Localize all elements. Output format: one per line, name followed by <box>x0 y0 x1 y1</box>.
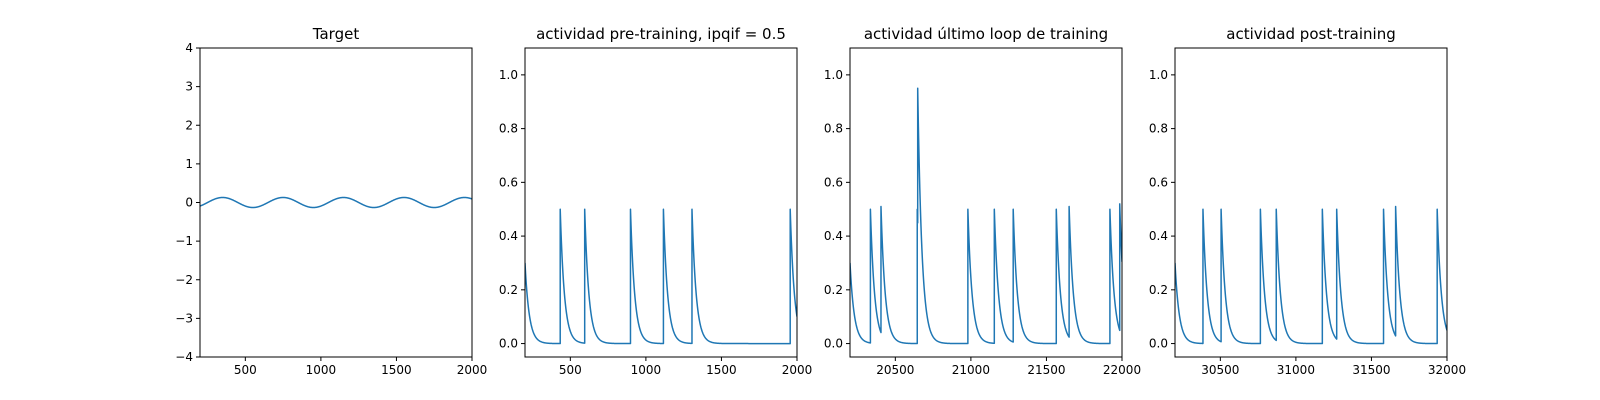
y-tick-label: 0.4 <box>499 229 518 243</box>
chart-title: actividad último loop de training <box>864 25 1108 43</box>
series-line <box>200 196 472 209</box>
chart-title: actividad pre-training, ipqif = 0.5 <box>536 25 786 43</box>
x-tick-label: 1000 <box>631 363 662 377</box>
y-tick-label: 0.6 <box>824 175 843 189</box>
y-tick-label: −3 <box>175 311 193 325</box>
y-tick-label: 4 <box>185 41 193 55</box>
chart-title: actividad post-training <box>1226 25 1395 43</box>
x-tick-label: 20500 <box>876 363 914 377</box>
x-tick-label: 21500 <box>1027 363 1065 377</box>
x-tick-label: 500 <box>234 363 257 377</box>
x-tick-label: 500 <box>559 363 582 377</box>
y-tick-label: 0.2 <box>1149 283 1168 297</box>
y-tick-label: 1.0 <box>824 68 843 82</box>
y-tick-label: −1 <box>175 234 193 248</box>
series-line <box>850 87 1122 345</box>
y-tick-label: 0.8 <box>499 122 518 136</box>
y-tick-label: 0.6 <box>1149 175 1168 189</box>
series-line <box>525 208 797 345</box>
x-tick-label: 1500 <box>381 363 412 377</box>
x-tick-label: 30500 <box>1201 363 1239 377</box>
y-tick-label: 1.0 <box>499 68 518 82</box>
y-tick-label: 0.0 <box>499 337 518 351</box>
y-tick-label: 0.8 <box>824 122 843 136</box>
y-tick-label: 0.4 <box>1149 229 1168 243</box>
chart-panel-1: 500 1000 1500 2000 −4 −3 −2 −1 0 1 2 3 4 Target <box>175 25 487 377</box>
x-tick-label: 21000 <box>952 363 990 377</box>
chart-panel-2: 500 1000 1500 2000 0.0 0.2 0.4 0.6 0.8 1.0 activid… <box>499 25 812 377</box>
x-tick-label: 32000 <box>1428 363 1466 377</box>
y-tick-label: 0.0 <box>1149 337 1168 351</box>
chart-title: Target <box>312 25 360 43</box>
y-tick-label: 2 <box>185 118 193 132</box>
y-tick-label: 3 <box>185 80 193 94</box>
y-tick-label: 1.0 <box>1149 68 1168 82</box>
y-tick-label: 0.8 <box>1149 122 1168 136</box>
x-tick-label: 2000 <box>782 363 813 377</box>
x-tick-label: 2000 <box>457 363 488 377</box>
y-tick-label: −4 <box>175 350 193 364</box>
y-tick-label: 0.2 <box>499 283 518 297</box>
y-tick-label: 0.4 <box>824 229 843 243</box>
y-tick-label: 0.0 <box>824 337 843 351</box>
y-tick-label: 0.2 <box>824 283 843 297</box>
chart-panel-3: 20500 21000 21500 22000 0.0 0.2 0.4 0.6 0.8 1.0 ac… <box>824 25 1141 377</box>
y-tick-label: 1 <box>185 157 193 171</box>
plot-frame <box>1174 47 1448 358</box>
x-tick-label: 31000 <box>1277 363 1315 377</box>
plot-frame <box>524 47 798 358</box>
x-tick-label: 31500 <box>1352 363 1390 377</box>
plot-frame <box>849 47 1123 358</box>
plot-frame <box>199 47 473 358</box>
y-tick-label: 0 <box>185 196 193 210</box>
x-tick-label: 1000 <box>306 363 337 377</box>
series-line <box>1175 205 1447 345</box>
chart-panel-4: 30500 31000 31500 32000 0.0 0.2 0.4 0.6 0.8 1.0 ac… <box>1149 25 1466 377</box>
y-tick-label: −2 <box>175 273 193 287</box>
x-tick-label: 1500 <box>706 363 737 377</box>
x-tick-label: 22000 <box>1103 363 1141 377</box>
y-tick-label: 0.6 <box>499 175 518 189</box>
